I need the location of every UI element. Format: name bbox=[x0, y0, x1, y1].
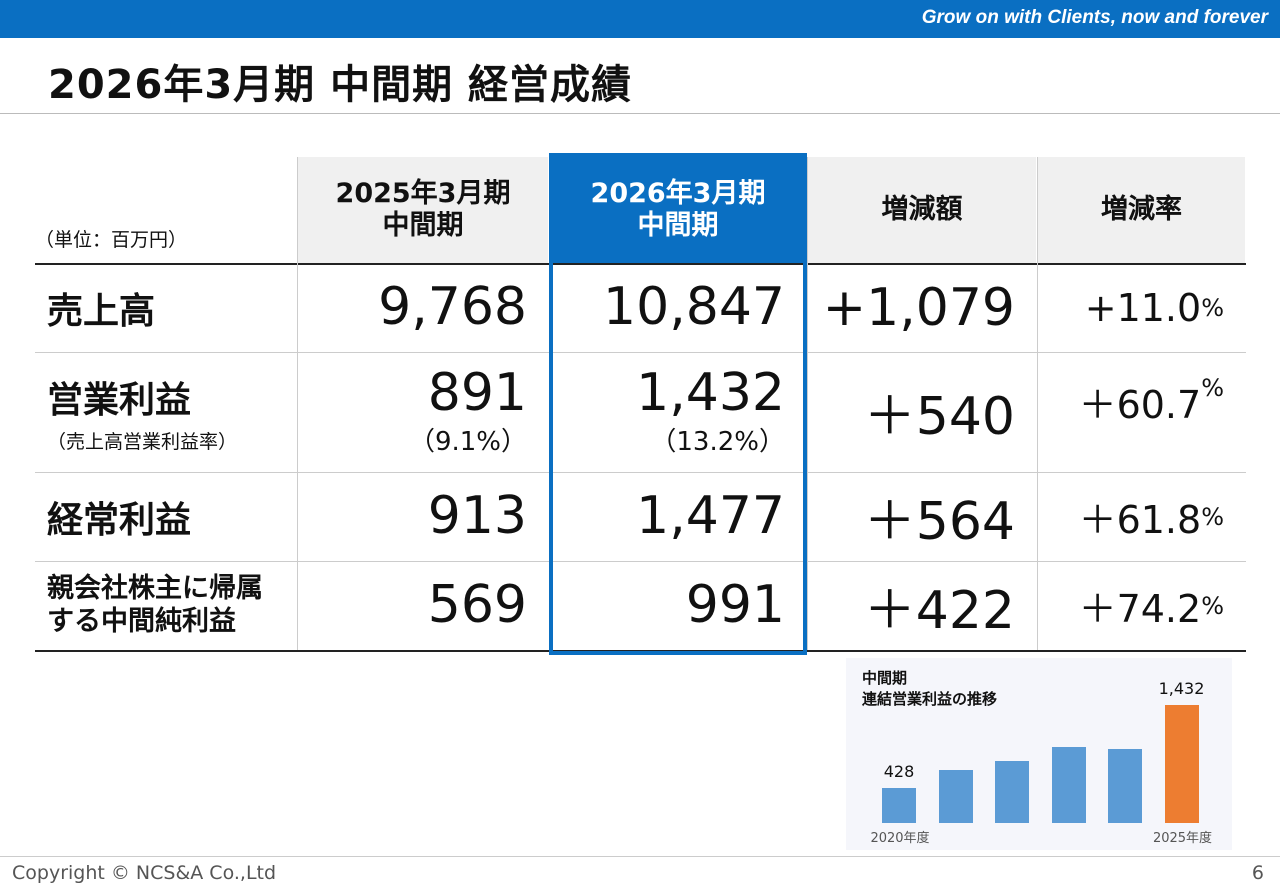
prev-value: 9,768 bbox=[378, 277, 527, 338]
row-subtitle: （売上高営業利益率） bbox=[47, 430, 238, 453]
row-title: 経常利益 bbox=[47, 499, 192, 541]
chart-bar bbox=[1108, 748, 1142, 823]
prev-margin: （9.1%） bbox=[408, 426, 527, 457]
cur-value: 1,477 bbox=[636, 486, 785, 547]
rate-unit: % bbox=[1201, 502, 1224, 531]
copyright: Copyright © NCS&A Co.,Ltd bbox=[12, 862, 277, 884]
top-banner: Grow on with Clients, now and forever bbox=[0, 0, 1280, 38]
chart-bar bbox=[1164, 705, 1199, 823]
chart-bar bbox=[882, 787, 916, 823]
cur-value: 991 bbox=[685, 575, 785, 636]
column-header: 増減率 bbox=[1038, 157, 1245, 263]
rate-unit: % bbox=[1201, 591, 1224, 620]
change-rate: ＋60.7% bbox=[1037, 352, 1246, 472]
change-rate: ＋74.2% bbox=[1037, 561, 1246, 650]
change-amount: ＋564 bbox=[863, 492, 1015, 552]
chart-bar bbox=[1051, 747, 1086, 823]
value-prev: 913 bbox=[297, 472, 549, 561]
row-label: 経常利益 bbox=[35, 472, 297, 561]
row-title: 営業利益 bbox=[47, 379, 192, 421]
row-label: 売上高 bbox=[35, 263, 297, 352]
title-divider bbox=[0, 113, 1280, 114]
operating-profit-chart: 中間期 連結営業利益の推移 428 2020年度 1,432 2025年度 bbox=[846, 658, 1232, 850]
rate-unit: % bbox=[1201, 293, 1224, 322]
category-label: 2020年度 bbox=[870, 831, 930, 846]
column-divider bbox=[1037, 157, 1038, 650]
slogan: Grow on with Clients, now and forever bbox=[921, 7, 1268, 28]
cur-margin: （13.2%） bbox=[650, 426, 785, 457]
header-divider bbox=[35, 263, 1246, 265]
value-cur: 1,477 bbox=[549, 472, 807, 561]
row-divider bbox=[35, 561, 1246, 562]
rate-value: +11.0 bbox=[1084, 285, 1202, 330]
column-header: 2026年3月期 中間期 bbox=[550, 157, 806, 263]
change-amount: +1,079 bbox=[822, 277, 1015, 338]
row-divider bbox=[35, 472, 1246, 473]
row-title: 売上高 bbox=[47, 290, 156, 332]
value-prev: 891 （9.1%） bbox=[297, 352, 549, 472]
column-divider bbox=[297, 157, 298, 650]
value-prev: 9,768 bbox=[297, 263, 549, 352]
value-cur: 1,432 （13.2%） bbox=[549, 352, 807, 472]
change-rate: ＋61.8% bbox=[1037, 472, 1246, 561]
bar-value-label: 1,432 bbox=[1158, 679, 1205, 698]
prev-value: 891 bbox=[427, 363, 527, 424]
column-header: 増減額 bbox=[808, 157, 1036, 263]
rate-unit: % bbox=[1201, 374, 1224, 402]
cur-value: 1,432 bbox=[636, 363, 785, 424]
category-label: 2025年度 bbox=[1152, 831, 1213, 846]
value-cur: 10,847 bbox=[549, 263, 807, 352]
column-header: 2025年3月期 中間期 bbox=[298, 157, 548, 263]
prev-value: 913 bbox=[427, 486, 527, 547]
change-amount: ＋540 bbox=[863, 387, 1015, 447]
row-label: 営業利益 （売上高営業利益率） bbox=[35, 352, 297, 472]
chart-bar bbox=[995, 761, 1029, 823]
unit-label: （単位：百万円） bbox=[35, 229, 188, 251]
change-rate: +11.0% bbox=[1037, 263, 1246, 352]
current-period-highlight bbox=[549, 153, 807, 655]
row-label: 親会社株主に帰属 する中間純利益 bbox=[35, 561, 297, 650]
cur-value: 10,847 bbox=[603, 277, 785, 338]
value-prev: 569 bbox=[297, 561, 549, 650]
row-divider bbox=[35, 352, 1246, 353]
page-title: 2026年3月期 中間期 経営成績 bbox=[48, 62, 633, 108]
chart-bar bbox=[938, 770, 973, 823]
bar-value-label: 428 bbox=[883, 761, 915, 781]
rate-value: ＋60.7 bbox=[1078, 383, 1202, 427]
prev-value: 569 bbox=[427, 575, 527, 636]
column-divider bbox=[807, 157, 808, 650]
footer-divider bbox=[0, 856, 1280, 857]
change-amount: ＋422 bbox=[863, 581, 1015, 641]
rate-value: ＋61.8 bbox=[1078, 498, 1202, 542]
value-cur: 991 bbox=[549, 561, 807, 650]
row-title: 親会社株主に帰属 する中間純利益 bbox=[47, 573, 263, 637]
chart-title: 中間期 連結営業利益の推移 bbox=[862, 669, 998, 708]
rate-value: ＋74.2 bbox=[1078, 587, 1202, 631]
page-number: 6 bbox=[1251, 862, 1264, 884]
